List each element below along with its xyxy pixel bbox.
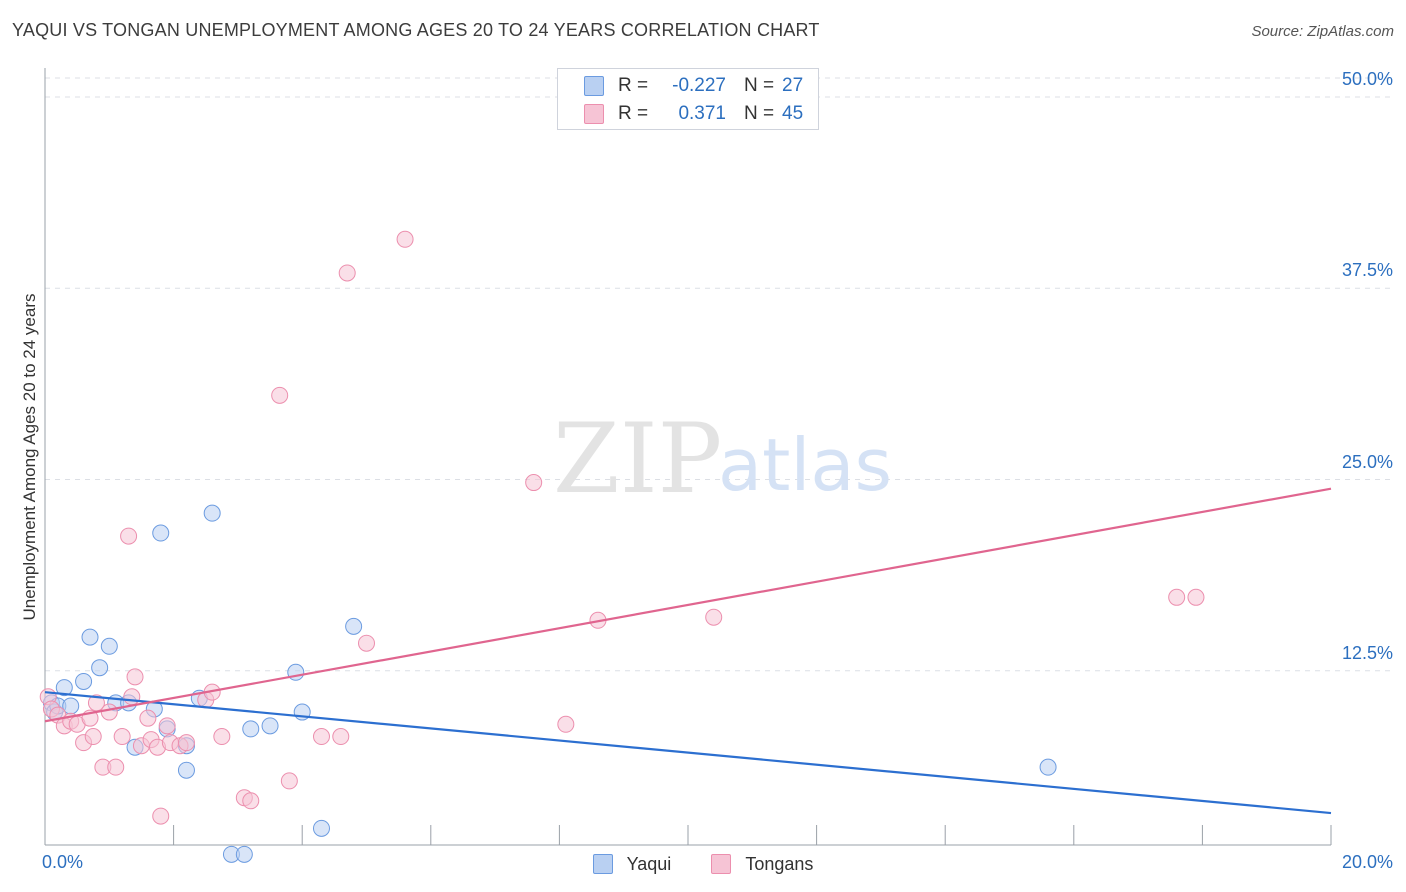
tongans-point: [120, 527, 138, 545]
chart-title: YAQUI VS TONGAN UNEMPLOYMENT AMONG AGES …: [12, 20, 820, 40]
yaqui-r-value: -0.227: [672, 75, 726, 96]
yaqui-point: [100, 637, 118, 655]
tongans-point: [280, 772, 298, 790]
yaqui-point: [261, 717, 279, 735]
series-legend: Yaqui Tongans: [0, 851, 1406, 877]
yaqui-swatch: [592, 854, 613, 874]
tongans-point: [113, 728, 131, 746]
r-label: R =: [618, 103, 649, 124]
yaqui-point: [235, 845, 253, 863]
n-label: N =: [744, 75, 775, 96]
tongans-point: [396, 230, 414, 248]
yaqui-point: [312, 819, 330, 837]
axes: [44, 68, 1332, 846]
tongans-point: [705, 608, 723, 626]
legend-item-yaqui[interactable]: Yaqui: [592, 853, 672, 875]
tongans-point: [525, 474, 543, 492]
yaqui-point: [345, 617, 363, 635]
tongans-trend-line: [44, 487, 1332, 723]
watermark-zip: ZIP: [553, 403, 722, 515]
yaqui-point: [152, 524, 170, 542]
tongans-point: [139, 709, 157, 727]
tongans-r-value: 0.371: [678, 103, 726, 124]
yaqui-point: [91, 659, 109, 677]
tongans-point: [177, 734, 195, 752]
tongans-point: [1168, 588, 1186, 606]
tongans-point: [84, 728, 102, 746]
tongans-point: [332, 728, 350, 746]
y-tick-label: 37.5%: [1341, 260, 1393, 281]
n-label: N =: [744, 103, 775, 124]
tongans-point: [271, 386, 289, 404]
yaqui-point: [242, 720, 260, 738]
watermark-atlas: atlas: [718, 423, 892, 507]
tongans-swatch: [584, 104, 604, 124]
tongans-point: [123, 688, 141, 706]
yaqui-trend-line: [44, 691, 1332, 815]
gridlines: [45, 77, 1392, 672]
data-points: [39, 230, 1205, 863]
yaqui-point: [75, 672, 93, 690]
yaqui-point: [55, 679, 73, 697]
trend-lines: [44, 487, 1332, 815]
tongans-n-value: 45: [782, 103, 804, 124]
y-tick-label: 12.5%: [1341, 642, 1393, 663]
tongans-label: Tongans: [745, 853, 814, 874]
x-tick-label: 0.0%: [42, 852, 84, 872]
legend-item-tongans[interactable]: Tongans: [711, 854, 813, 875]
tongans-swatch: [711, 854, 732, 874]
yaqui-swatch: [584, 76, 604, 96]
tongans-point: [152, 807, 170, 825]
y-tick-label: 25.0%: [1341, 451, 1393, 472]
legend-row-yaqui: R = -0.227 N = 27: [584, 74, 803, 98]
y-tick-label: 50.0%: [1341, 69, 1393, 89]
tongans-point: [126, 668, 144, 686]
tongans-point: [557, 715, 575, 733]
tongans-point: [213, 728, 231, 746]
yaqui-n-value: 27: [782, 75, 804, 96]
tongans-point: [242, 792, 260, 810]
correlation-legend: R = -0.227 N = 27 R = 0.371 N = 45: [557, 68, 819, 130]
tongans-point: [107, 758, 125, 776]
yaqui-point: [203, 504, 221, 522]
tongans-point: [358, 634, 375, 652]
x-tick-label: 20.0%: [1341, 852, 1393, 872]
tongans-point: [1187, 588, 1205, 606]
tongans-point: [312, 728, 330, 746]
tongans-point: [338, 264, 356, 282]
yaqui-point: [1039, 758, 1057, 776]
tongans-point: [158, 717, 176, 735]
yaqui-label: Yaqui: [626, 853, 672, 874]
legend-row-tongans: R = 0.371 N = 45: [584, 102, 803, 126]
r-label: R =: [618, 75, 649, 96]
source-label: Source: ZipAtlas.com: [1251, 23, 1394, 40]
yaqui-point: [81, 628, 99, 646]
yaqui-point: [177, 761, 195, 779]
tongans-point: [100, 703, 118, 721]
